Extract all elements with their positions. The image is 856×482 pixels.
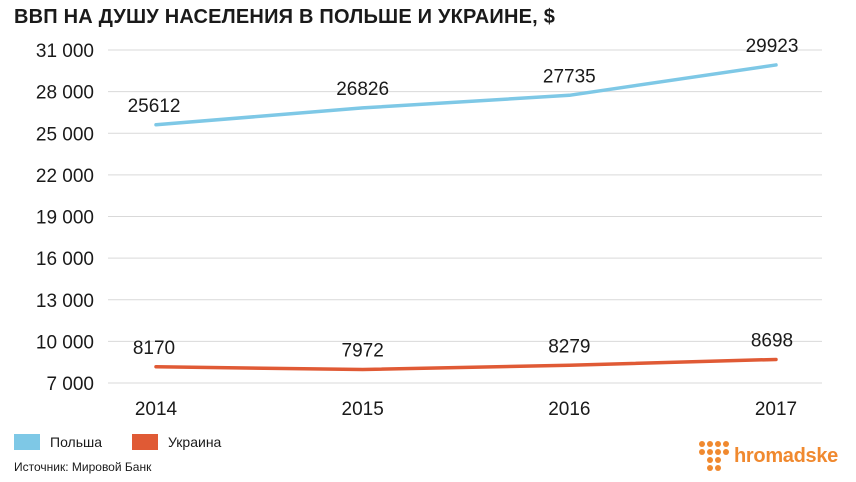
y-tick-label-10000: 10 000 — [36, 332, 94, 353]
data-label-1-3: 8698 — [751, 330, 793, 351]
legend-label-ukraine: Украина — [168, 434, 222, 450]
data-label-1-0: 8170 — [133, 338, 175, 359]
brand-logo: hromadske — [698, 440, 838, 472]
data-label-0-3: 29923 — [746, 36, 799, 57]
x-tick-label-2015: 2015 — [342, 399, 384, 420]
chart-title: ВВП НА ДУШУ НАСЕЛЕНИЯ В ПОЛЬШЕ И УКРАИНЕ… — [14, 6, 556, 28]
x-tick-label-2014: 2014 — [135, 399, 178, 420]
y-tick-label-7000: 7 000 — [46, 374, 94, 395]
y-tick-label-22000: 22 000 — [36, 166, 94, 187]
legend-swatch-ukraine — [132, 434, 159, 450]
series-lines — [154, 63, 778, 372]
data-labels: 25612 26826 27735 29923 8170 7972 8279 8698 — [128, 36, 799, 362]
series-line-1 — [154, 357, 778, 372]
grid-lines — [108, 49, 822, 384]
x-axis-ticks: 2014 2015 2016 2017 — [135, 399, 797, 420]
legend-label-poland: Польша — [50, 434, 103, 450]
x-tick-label-2017: 2017 — [755, 399, 797, 420]
y-tick-label-13000: 13 000 — [36, 291, 94, 312]
y-tick-label-25000: 25 000 — [36, 124, 94, 145]
series-line-0 — [154, 63, 778, 127]
data-label-0-1: 26826 — [336, 79, 389, 100]
y-tick-label-16000: 16 000 — [36, 249, 94, 270]
source-note: Источник: Мировой Банк — [14, 460, 152, 474]
legend-item-ukraine: Украина — [132, 434, 221, 450]
data-label-1-1: 7972 — [342, 341, 384, 362]
legend-swatch-poland — [14, 434, 40, 450]
legend: Польша Украина — [14, 434, 251, 450]
dot-grid-logo-icon — [699, 441, 729, 471]
y-tick-label-31000: 31 000 — [36, 41, 94, 62]
data-label-0-2: 27735 — [543, 66, 596, 87]
x-tick-label-2016: 2016 — [548, 399, 590, 420]
legend-item-poland: Польша — [14, 434, 102, 450]
brand-name: hromadske — [734, 444, 839, 467]
y-axis-ticks: 7 000 10 000 13 000 16 000 19 000 22 000 25 00… — [36, 41, 94, 395]
data-label-1-2: 8279 — [548, 336, 590, 357]
y-tick-label-28000: 28 000 — [36, 83, 94, 104]
data-label-0-0: 25612 — [128, 96, 181, 117]
y-tick-label-19000: 19 000 — [36, 208, 94, 229]
